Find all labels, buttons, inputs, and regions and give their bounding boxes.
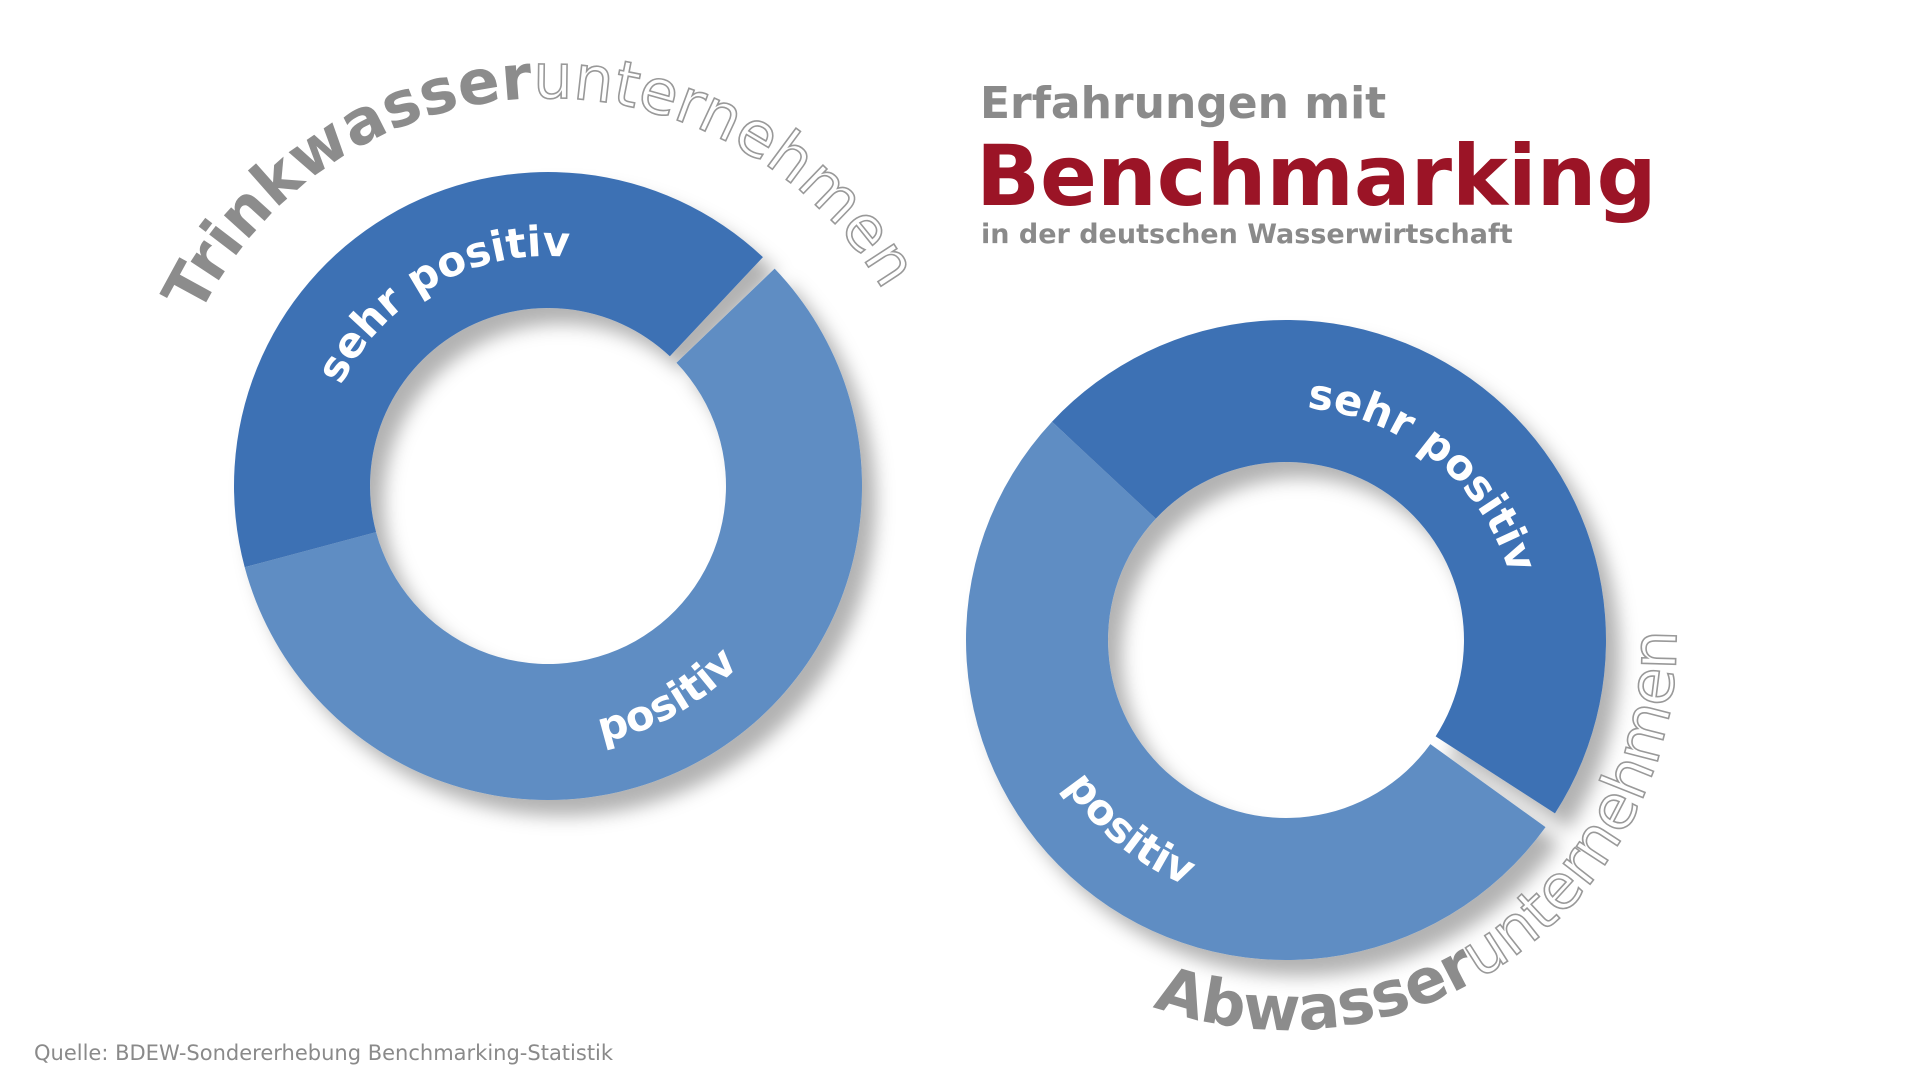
source-note: Quelle: BDEW-Sondererhebung Benchmarking… — [34, 1041, 614, 1065]
donut-segment — [244, 268, 863, 801]
donut-chart: sehr positivpositivTrinkwasserunternehme… — [148, 39, 933, 801]
donut-segment — [1051, 319, 1607, 814]
donut-ring — [233, 171, 863, 801]
header-subtitle: in der deutschen Wasserwirtschaft — [981, 219, 1513, 250]
donut-ring — [966, 319, 1607, 960]
header-line: Erfahrungen mit — [980, 78, 1386, 129]
donut-segment — [233, 171, 763, 568]
header-title: Benchmarking — [976, 127, 1657, 225]
donut-segment — [966, 421, 1546, 960]
